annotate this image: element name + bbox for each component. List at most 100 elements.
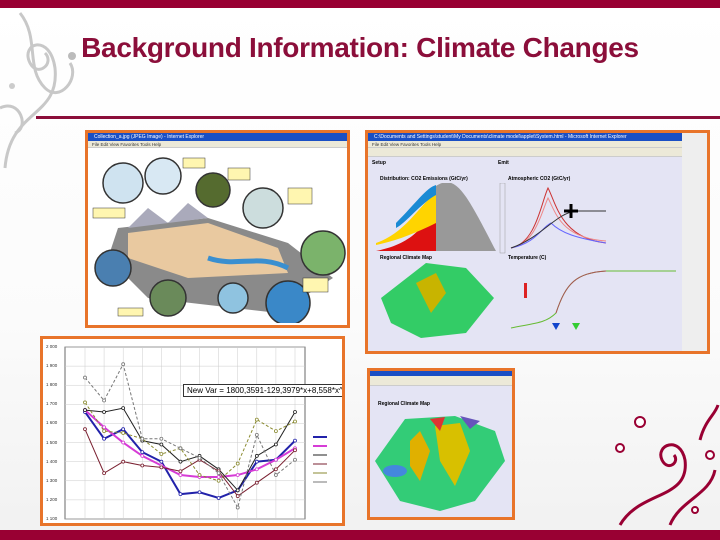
data-point bbox=[293, 448, 297, 453]
data-point bbox=[254, 480, 259, 485]
data-point bbox=[159, 442, 164, 447]
data-point bbox=[216, 471, 221, 476]
data-point bbox=[83, 375, 87, 380]
window-title: C:\Documents and Settings\student\My Doc… bbox=[368, 133, 682, 141]
data-point bbox=[235, 461, 240, 466]
data-point bbox=[159, 436, 164, 441]
climate-map-panel-title: Regional Climate Map bbox=[380, 255, 432, 261]
menu-bar: File Edit View Favorites Tools Help bbox=[88, 141, 347, 148]
y-tick-label: 1 900 bbox=[46, 363, 58, 369]
data-point bbox=[140, 436, 145, 441]
emit-label: Emit bbox=[498, 160, 509, 166]
data-point bbox=[121, 362, 126, 367]
series-line bbox=[84, 428, 296, 497]
data-point bbox=[235, 488, 240, 493]
data-point bbox=[274, 473, 278, 477]
climate-map bbox=[375, 416, 505, 511]
data-point bbox=[235, 473, 240, 477]
series-line bbox=[84, 362, 296, 509]
data-point bbox=[140, 454, 145, 458]
map-panel-title: Regional Climate Map bbox=[378, 401, 430, 407]
y-tick-label: 1 200 bbox=[46, 496, 58, 502]
data-point bbox=[216, 478, 221, 483]
data-point bbox=[254, 433, 259, 437]
series-line bbox=[84, 402, 296, 482]
data-point bbox=[197, 490, 202, 495]
series-line bbox=[84, 407, 296, 492]
data-point bbox=[121, 406, 126, 411]
data-point bbox=[102, 398, 106, 403]
y-tick-label: 1 600 bbox=[46, 420, 58, 426]
data-point bbox=[159, 465, 164, 470]
data-point bbox=[121, 427, 126, 432]
data-point bbox=[274, 457, 278, 462]
menu-bar bbox=[370, 376, 512, 386]
data-point bbox=[83, 408, 87, 412]
series-line bbox=[84, 409, 296, 478]
data-point bbox=[102, 471, 106, 476]
climate-simulator-screenshot: C:\Documents and Settings\student\My Doc… bbox=[365, 130, 710, 354]
atmospheric-co2-panel-title: Atmospheric CO2 (GtC/yr) bbox=[508, 176, 571, 182]
data-point bbox=[197, 455, 202, 460]
data-point bbox=[178, 469, 183, 474]
bottom-bar bbox=[0, 530, 720, 540]
setup-label: Setup bbox=[372, 160, 386, 166]
y-tick-label: 2 000 bbox=[46, 344, 58, 349]
data-point bbox=[235, 505, 240, 510]
data-point bbox=[216, 475, 221, 479]
data-point bbox=[197, 473, 202, 477]
emissions-panel-title: Distribution: CO2 Emissions (GtC/yr) bbox=[380, 176, 468, 182]
data-point bbox=[83, 400, 87, 405]
data-point bbox=[159, 459, 164, 464]
y-tick-label: 1 400 bbox=[46, 458, 58, 464]
series-line bbox=[84, 411, 296, 500]
line-chart bbox=[64, 346, 327, 520]
data-point bbox=[178, 459, 183, 464]
simulator-plots bbox=[376, 183, 676, 338]
data-point bbox=[178, 492, 183, 497]
data-point bbox=[121, 431, 126, 435]
data-point bbox=[121, 440, 126, 445]
y-tick-label: 1 300 bbox=[46, 477, 58, 483]
data-point bbox=[293, 410, 297, 414]
data-point bbox=[254, 467, 259, 472]
regression-equation: New Var = 1800,3591-129,3979*x+8,558*x^2 bbox=[183, 384, 342, 397]
decorative-swirl-left bbox=[0, 12, 76, 169]
data-point bbox=[216, 496, 221, 500]
regression-chart: 2 000 1 900 1 800 1 700 1 600 1 500 1 400 1 300… bbox=[40, 336, 345, 526]
data-point bbox=[274, 442, 278, 447]
y-tick-label: 1 100 bbox=[46, 516, 58, 521]
data-point bbox=[274, 429, 278, 433]
y-tick-label: 1 700 bbox=[46, 401, 58, 407]
data-point bbox=[102, 436, 106, 441]
window-title: Collection_a.jpg (JPEG Image) - Internet… bbox=[88, 133, 347, 141]
regional-climate-map-screenshot: Regional Climate Map bbox=[367, 368, 515, 520]
data-point bbox=[178, 473, 183, 477]
data-point bbox=[159, 452, 164, 456]
data-point bbox=[178, 446, 183, 451]
data-point bbox=[140, 463, 145, 468]
data-point bbox=[254, 454, 259, 458]
data-point bbox=[293, 419, 297, 424]
water-cycle-diagram bbox=[92, 157, 346, 325]
address-bar bbox=[368, 148, 682, 157]
y-tick-label: 1 800 bbox=[46, 382, 58, 388]
hydrology-illustration: Collection_a.jpg (JPEG Image) - Internet… bbox=[85, 130, 350, 328]
window-title bbox=[370, 371, 512, 376]
data-point bbox=[235, 494, 240, 498]
data-point bbox=[254, 417, 259, 422]
data-point bbox=[102, 425, 106, 430]
data-point bbox=[83, 427, 87, 432]
title-divider bbox=[36, 116, 720, 119]
data-point bbox=[274, 467, 278, 472]
data-point bbox=[254, 459, 259, 464]
data-point bbox=[140, 450, 145, 455]
data-point bbox=[102, 429, 106, 433]
menu-bar: File Edit View Favorites Tools Help bbox=[368, 141, 682, 148]
decorative-swirl-right bbox=[615, 404, 720, 526]
slide-title: Background Information: Climate Changes bbox=[81, 32, 639, 63]
data-point bbox=[293, 457, 297, 462]
data-point bbox=[102, 410, 106, 414]
data-point bbox=[121, 459, 126, 464]
y-tick-label: 1 500 bbox=[46, 439, 58, 445]
